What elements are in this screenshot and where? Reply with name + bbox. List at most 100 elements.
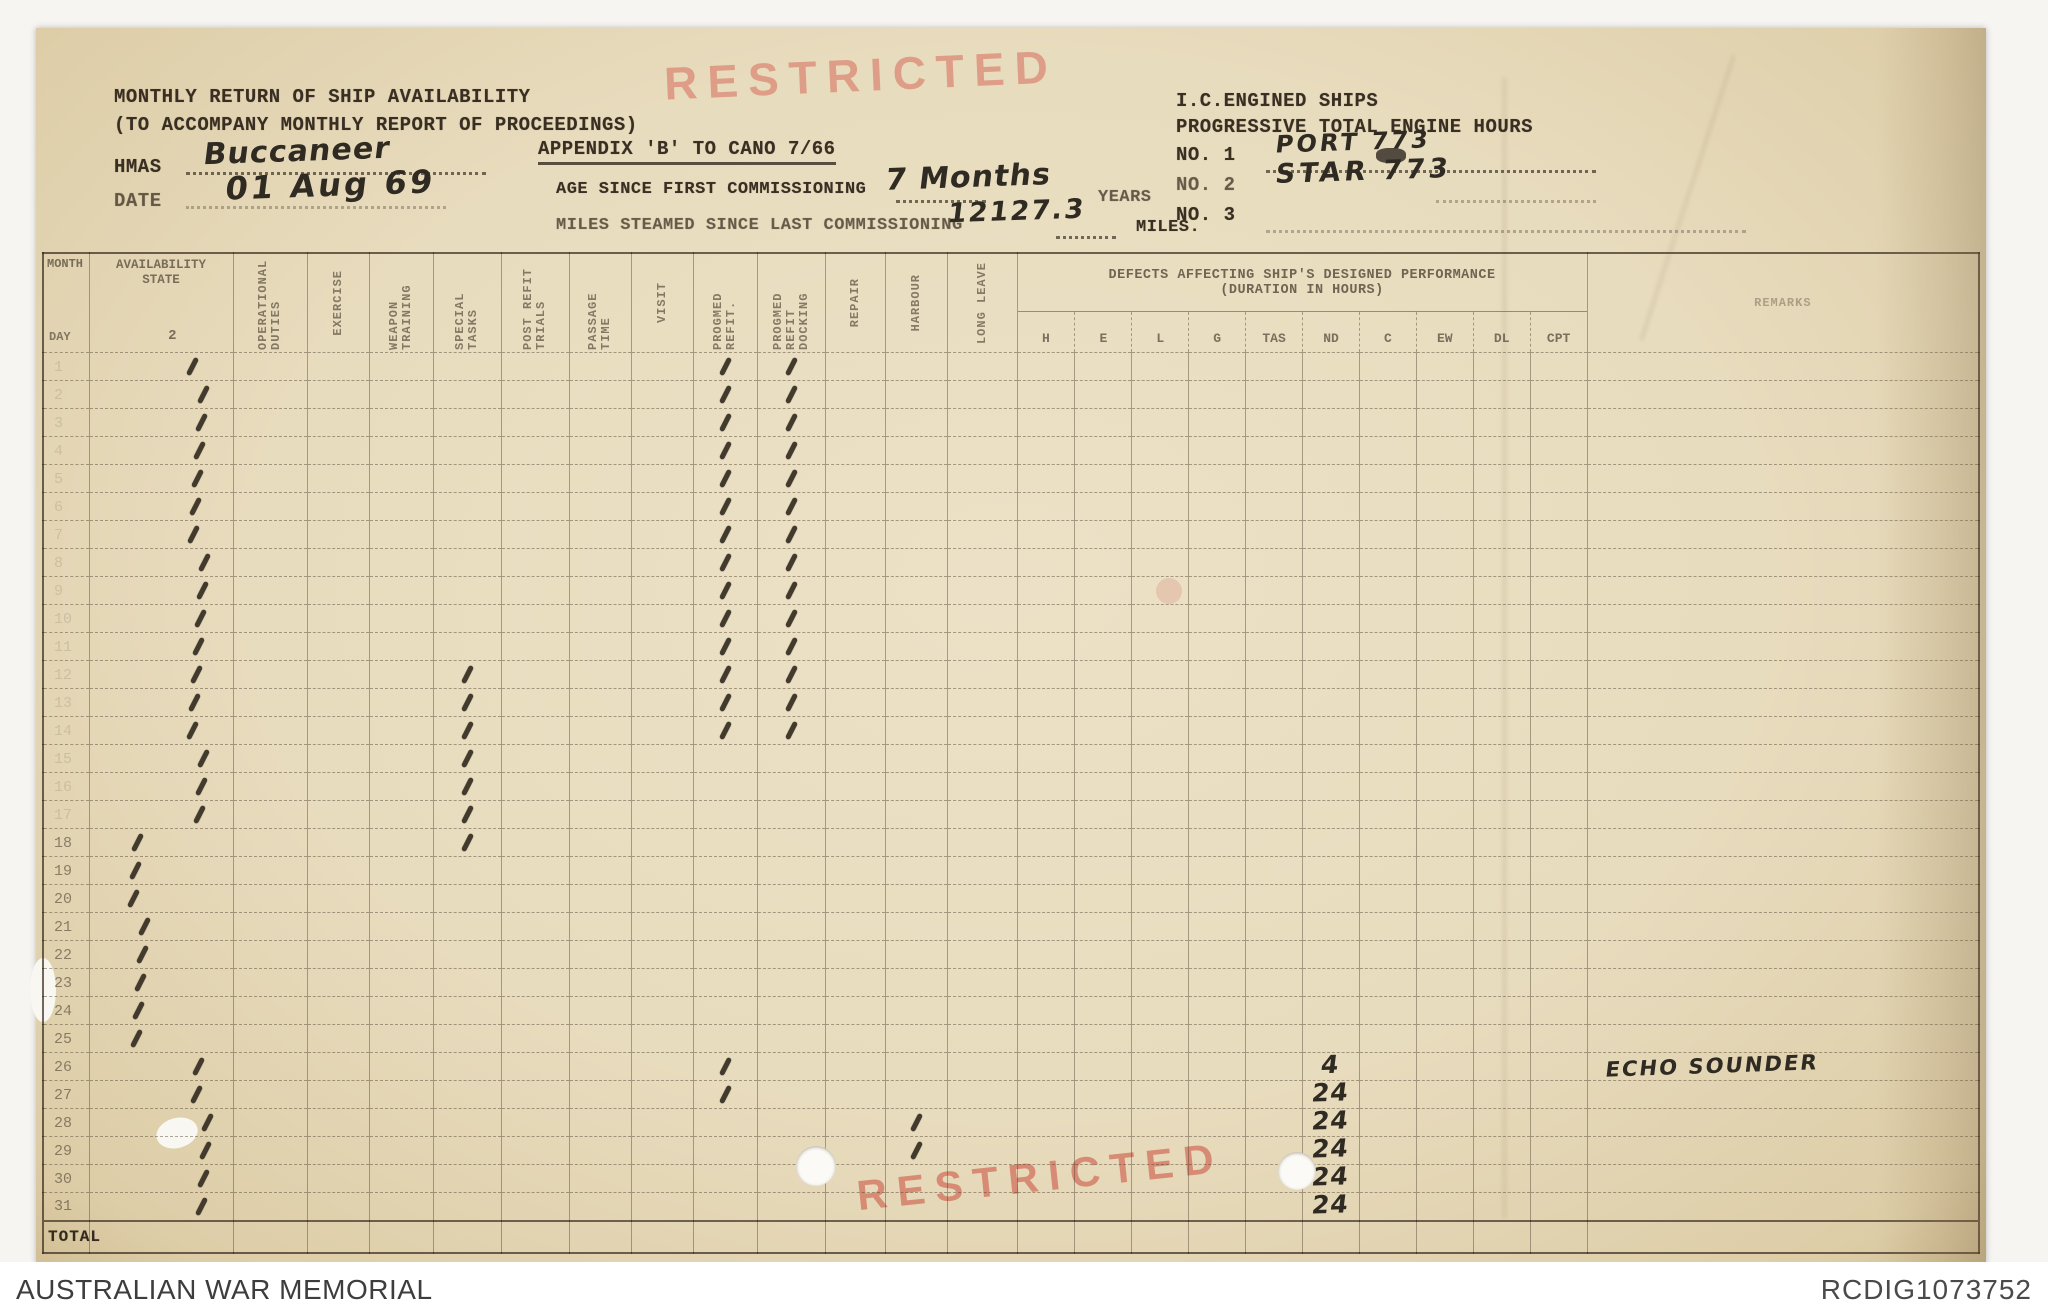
activity-cell-v	[630, 1052, 693, 1081]
activity-cell-v	[630, 380, 693, 409]
scanned-form-paper: MONTHLY RETURN OF SHIP AVAILABILITY (TO …	[30, 28, 1986, 1264]
activity-cell-prd	[756, 1080, 825, 1109]
table-row-day-15: 15	[42, 744, 1980, 773]
activity-cell-wt	[368, 604, 433, 633]
defect-cell-G	[1187, 1220, 1245, 1253]
defect-cell-DL	[1472, 1052, 1530, 1081]
activity-cell-rep	[824, 520, 885, 549]
activity-cell-wt	[368, 352, 433, 381]
defect-cell-TAS	[1244, 352, 1302, 381]
activity-cell-pt	[568, 940, 631, 969]
activity-cell-pr	[692, 492, 757, 521]
activity-cell-pt	[568, 856, 631, 885]
date-dotted-line	[186, 192, 446, 209]
defect-cell-C	[1358, 1136, 1416, 1165]
defect-cell-TAS	[1244, 1024, 1302, 1053]
defect-cell-L	[1130, 436, 1188, 465]
defect-cell-TAS	[1244, 996, 1302, 1025]
table-row-day-5: 5	[42, 464, 1980, 493]
activity-cell-wt	[368, 1136, 433, 1165]
defect-cell-H	[1016, 1192, 1074, 1221]
activity-cell-pr	[692, 940, 757, 969]
defect-cell-DL	[1472, 1136, 1530, 1165]
activity-cell-v	[630, 1220, 693, 1253]
activity-cell-pt	[568, 716, 631, 745]
activity-cell-st	[432, 492, 501, 521]
activity-cell-op	[232, 520, 307, 549]
column-header-pt: PASSAGE TIME	[568, 252, 631, 353]
availability-cell	[88, 464, 233, 493]
activity-cell-op	[232, 1192, 307, 1221]
activity-cell-st	[432, 1192, 501, 1221]
activity-cell-rep	[824, 940, 885, 969]
activity-cell-pt	[568, 660, 631, 689]
defect-cell-H	[1016, 436, 1074, 465]
defect-cell-G	[1187, 380, 1245, 409]
activity-cell-st	[432, 1024, 501, 1053]
defect-cell-E	[1073, 716, 1131, 745]
remarks-cell: ECHO SOUNDER	[1586, 1050, 1980, 1081]
activity-cell-st	[432, 800, 501, 829]
defect-cell-DL	[1472, 408, 1530, 437]
defect-cell-CPT	[1529, 884, 1588, 913]
remarks-cell	[1586, 408, 1980, 437]
activity-cell-v	[630, 436, 693, 465]
activity-cell-st	[432, 884, 501, 913]
activity-cell-pt	[568, 436, 631, 465]
activity-cell-pt	[568, 464, 631, 493]
defect-cell-E	[1073, 1192, 1131, 1221]
defect-cell-G	[1187, 352, 1245, 381]
defect-cell-L	[1130, 1136, 1188, 1165]
activity-cell-v	[630, 772, 693, 801]
activity-cell-ex	[306, 1220, 369, 1253]
activity-cell-ll	[946, 828, 1017, 857]
defect-cell-C	[1358, 996, 1416, 1025]
activity-cell-op	[232, 912, 307, 941]
defect-cell-C	[1358, 912, 1416, 941]
defect-cell-C	[1358, 772, 1416, 801]
punch-hole	[796, 1146, 836, 1186]
date-label: DATE	[114, 190, 162, 212]
day-cell: 18	[42, 828, 89, 857]
defect-cell-TAS	[1244, 1080, 1302, 1109]
defect-cell-E	[1073, 1024, 1131, 1053]
defect-cell-EW	[1415, 436, 1473, 465]
age-unit-label: YEARS	[1098, 188, 1152, 207]
defect-col-EW: EW	[1415, 312, 1473, 352]
defect-col-CPT: CPT	[1529, 312, 1587, 352]
day-cell: 4	[42, 436, 89, 465]
activity-cell-pt	[568, 520, 631, 549]
activity-cell-op	[232, 548, 307, 577]
availability-cell	[88, 716, 233, 745]
defect-cell-ND	[1301, 380, 1359, 409]
activity-cell-hb	[884, 352, 947, 381]
defect-cell-E	[1073, 856, 1131, 885]
activity-cell-ll	[946, 604, 1017, 633]
remarks-cell	[1586, 492, 1980, 521]
activity-cell-hb	[884, 660, 947, 689]
column-header-defects: DEFECTS AFFECTING SHIP'S DESIGNED PERFOR…	[1016, 252, 1588, 353]
defect-cell-TAS	[1244, 1192, 1302, 1221]
activity-cell-op	[232, 1136, 307, 1165]
day-cell: 26	[42, 1052, 89, 1081]
activity-cell-hb	[884, 604, 947, 633]
activity-cell-prt	[500, 968, 569, 997]
table-row-day-1: 1	[42, 352, 1980, 381]
defect-cell-C	[1358, 352, 1416, 381]
activity-cell-v	[630, 464, 693, 493]
activity-cell-ll	[946, 632, 1017, 661]
activity-cell-ex	[306, 632, 369, 661]
defect-cell-EW	[1415, 1108, 1473, 1137]
activity-cell-rep	[824, 632, 885, 661]
activity-cell-pr	[692, 1192, 757, 1221]
activity-cell-prt	[500, 1136, 569, 1165]
availability-cell	[88, 436, 233, 465]
activity-cell-prd	[756, 744, 825, 773]
table-row-day-26: 26 4 ECHO SOUNDER	[42, 1050, 1980, 1081]
defect-cell-E	[1073, 660, 1131, 689]
archive-record-id: RCDIG1073752	[1820, 1274, 2032, 1305]
activity-cell-prd	[756, 492, 825, 521]
defect-cell-L	[1130, 912, 1188, 941]
activity-cell-pr	[692, 1108, 757, 1137]
activity-cell-ex	[306, 576, 369, 605]
